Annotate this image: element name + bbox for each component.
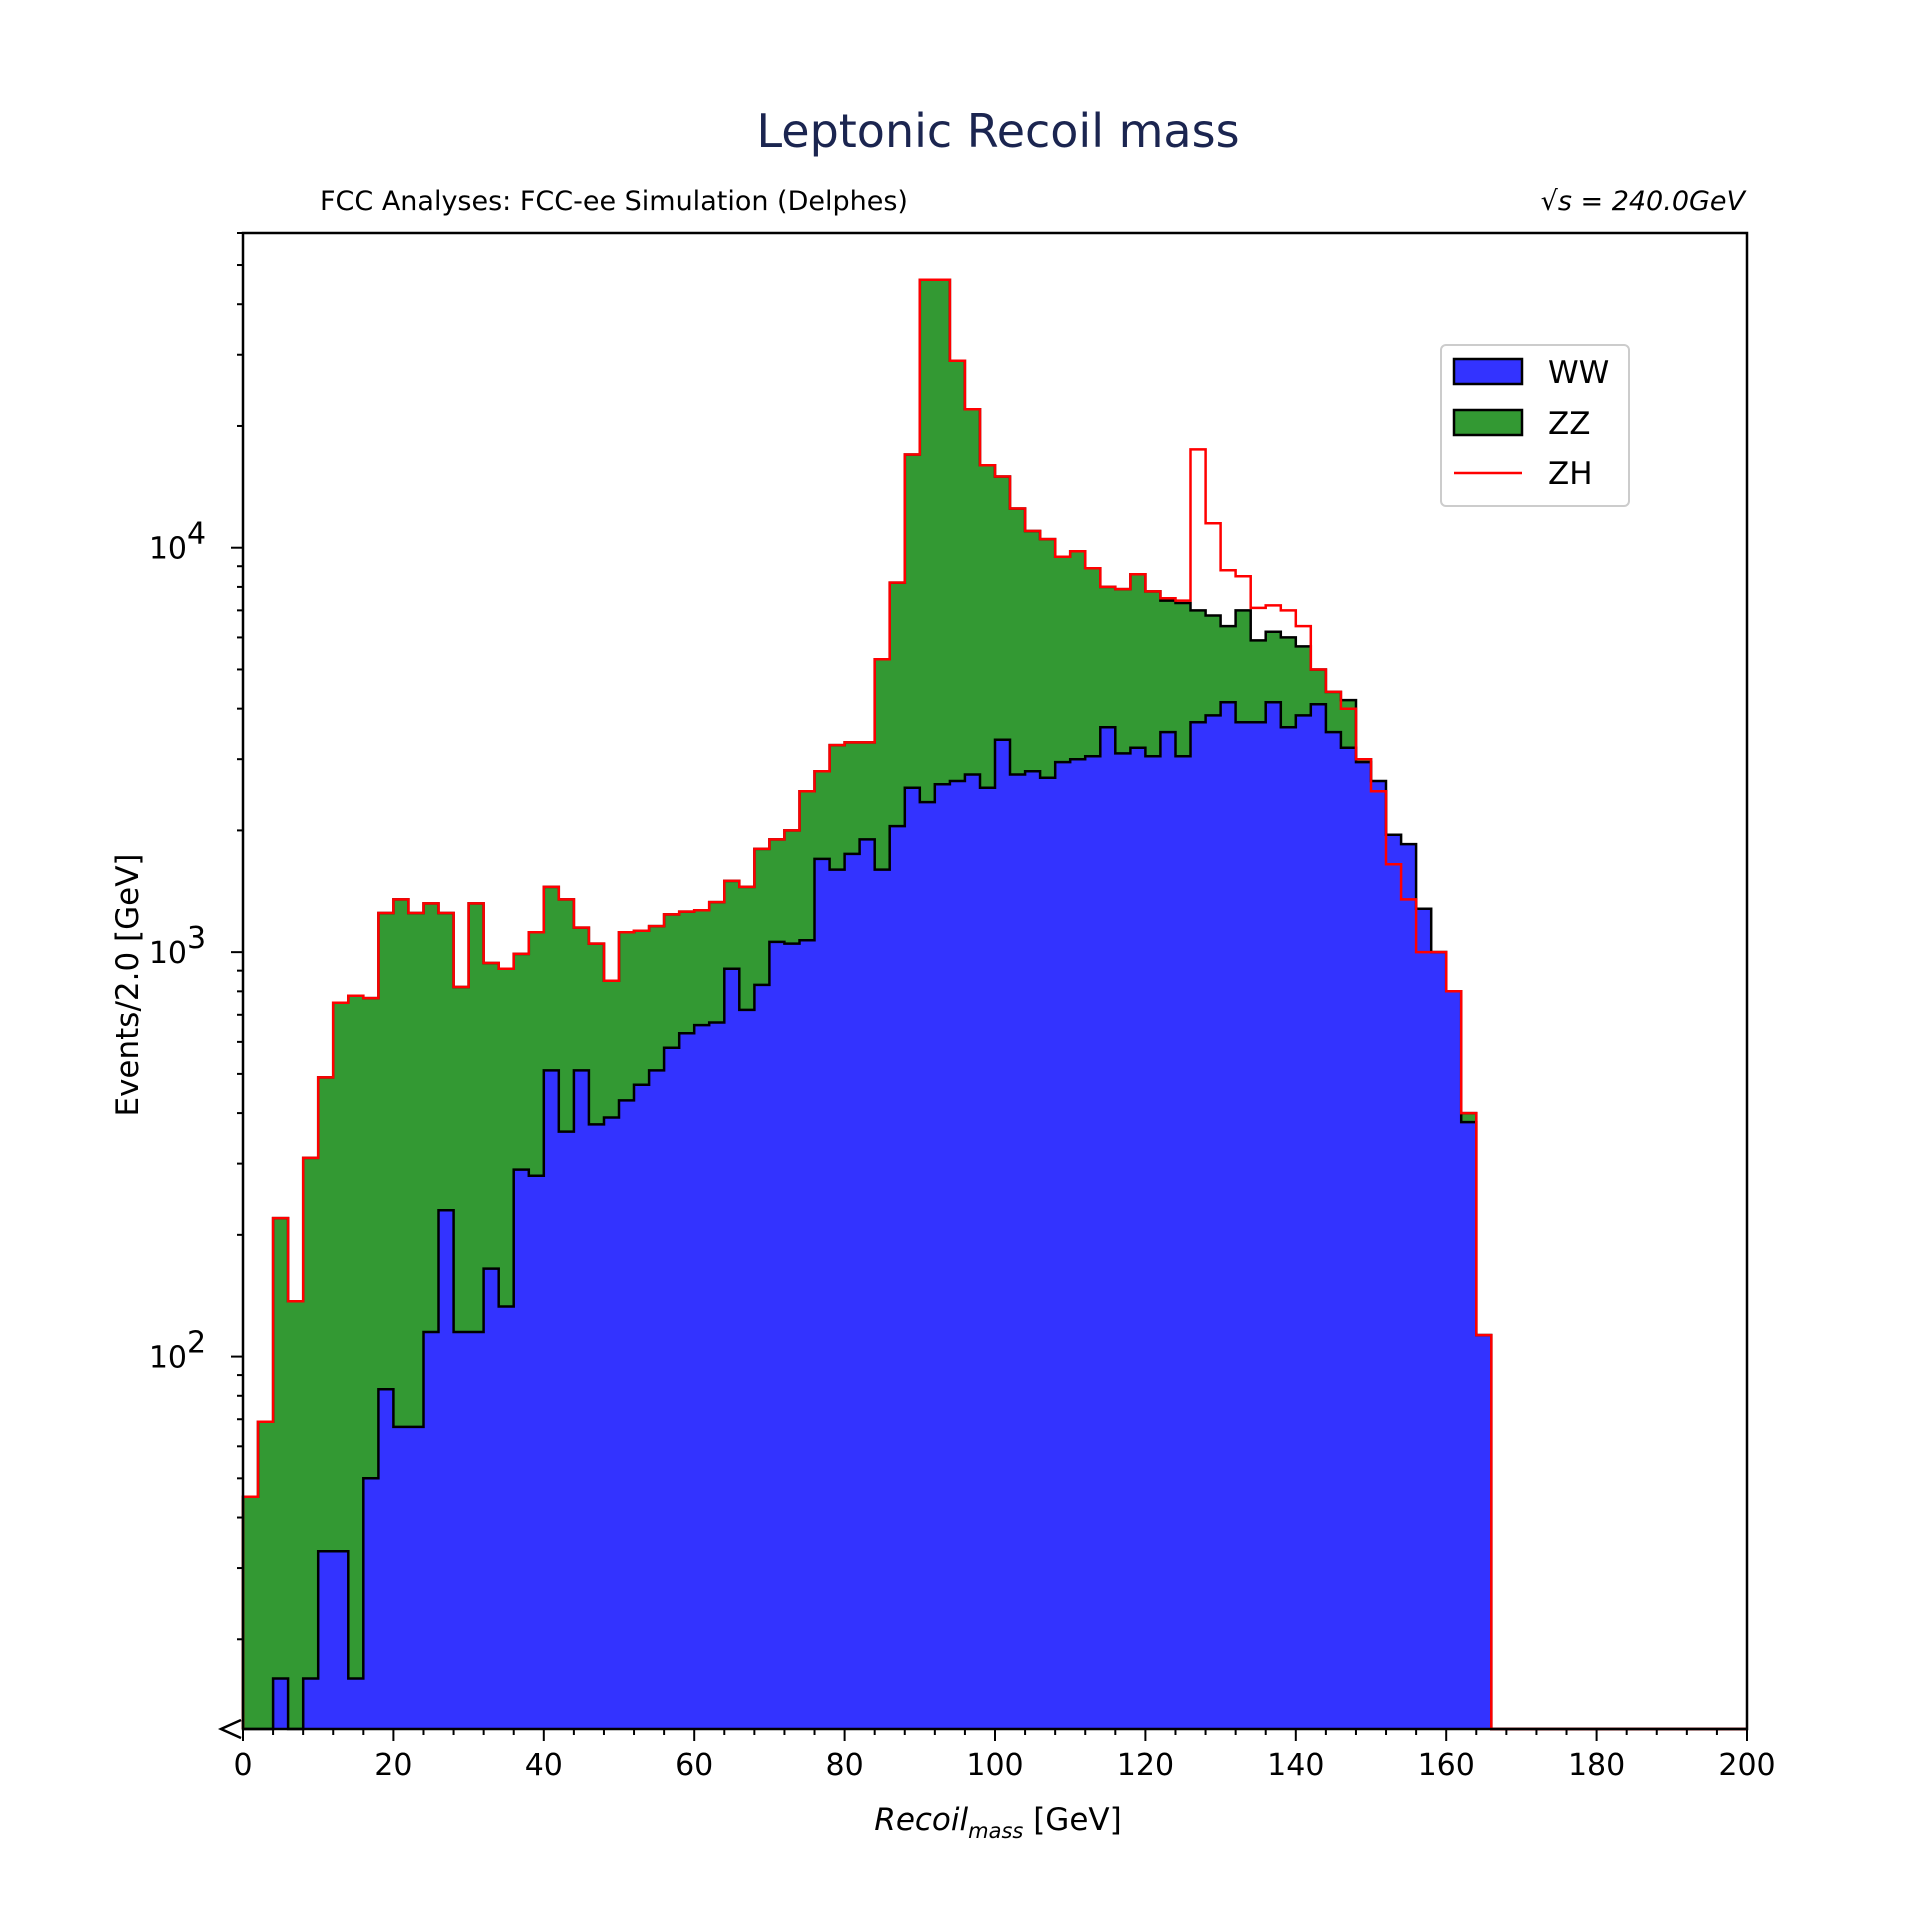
x-axis-label: Recoilmass [GeV] (874, 1802, 1121, 1843)
legend-label-zh: ZH (1548, 456, 1593, 492)
y-tick-label: 10 (149, 532, 187, 567)
legend-swatch-zz (1452, 408, 1524, 437)
series-zh (241, 278, 1747, 1731)
x-tick-label: 80 (826, 1748, 864, 1783)
x-tick-label: 100 (966, 1748, 1023, 1783)
x-tick-label: 40 (525, 1748, 563, 1783)
x-tick-label: 140 (1267, 1748, 1324, 1783)
series-ww-fill (243, 702, 1747, 1730)
x-tick-label: 200 (1718, 1748, 1775, 1783)
y-tick-exponent: 3 (187, 921, 206, 956)
x-tick-label: 160 (1418, 1748, 1475, 1783)
x-tick-label: 120 (1117, 1748, 1174, 1783)
series-ww-edge (243, 700, 1747, 1731)
series-zh-step (241, 278, 1747, 1731)
x-axis-label-sub: mass (968, 1819, 1023, 1843)
legend: WW ZZ ZH (1440, 344, 1630, 507)
x-tick-label: 60 (675, 1748, 713, 1783)
x-tick-label: 20 (374, 1748, 412, 1783)
y-tick-label: 10 (149, 936, 187, 971)
plot-area (241, 278, 1747, 1731)
chart-subtitle-left: FCC Analyses: FCC-ee Simulation (Delphes… (320, 186, 908, 217)
legend-swatch-ww (1452, 357, 1524, 386)
plot-frame (241, 231, 1749, 1731)
y-tick-exponent: 4 (187, 517, 206, 552)
underflow-marker (217, 1718, 242, 1740)
series-ww (243, 700, 1747, 1731)
y-axis-label: Events/2.0 [GeV] (110, 853, 146, 1116)
legend-label-zz: ZZ (1548, 406, 1590, 442)
x-axis-ticks: 0 20 40 60 80 100 120 140 160 180 200 (233, 1729, 1776, 1783)
x-tick-label: 0 (233, 1748, 252, 1783)
y-tick-label: 10 (149, 1341, 187, 1376)
chart-title: Leptonic Recoil mass (756, 104, 1239, 158)
chart-subtitle-right: √s = 240.0GeV (1541, 186, 1748, 217)
x-axis-label-unit: [GeV] (1023, 1802, 1121, 1838)
x-axis-label-main: Recoil (874, 1802, 968, 1838)
y-tick-exponent: 2 (187, 1326, 206, 1361)
legend-label-ww: WW (1548, 355, 1609, 391)
x-tick-label: 180 (1568, 1748, 1625, 1783)
